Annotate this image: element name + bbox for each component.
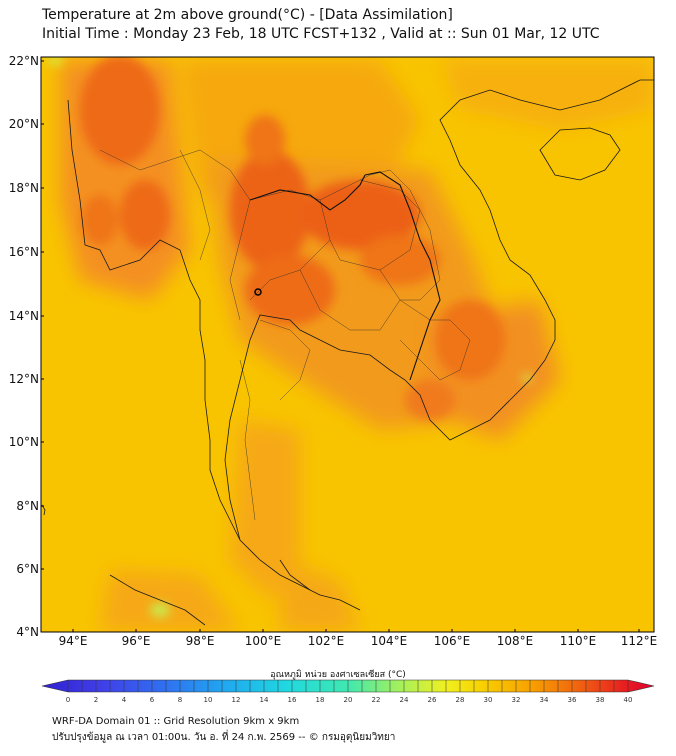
colorbar: 0 2 4 6 8 10 12 14 16 18 20 22 24 26 28 30 32 34 36 38 40 <box>41 679 655 704</box>
map-subtitle: Initial Time : Monday 23 Feb, 18 UTC FCS… <box>42 26 600 42</box>
temperature-field <box>41 57 654 632</box>
lon-label: 98°E <box>186 634 215 648</box>
colorbar-tick-label: 40 <box>624 696 633 704</box>
lon-label: 112°E <box>621 634 658 648</box>
national-borders <box>249 171 441 381</box>
lat-label: 10°N <box>9 435 39 449</box>
lat-label: 18°N <box>9 181 39 195</box>
colorbar-tick-label: 8 <box>178 696 182 704</box>
bangkok-marker <box>254 288 262 296</box>
colorbar-tick-label: 34 <box>540 696 549 704</box>
lon-label: 102°E <box>308 634 345 648</box>
colorbar-tick-label: 38 <box>596 696 605 704</box>
lat-label: 20°N <box>9 117 39 131</box>
lon-label: 104°E <box>371 634 408 648</box>
lon-label: 94°E <box>59 634 88 648</box>
lon-label: 108°E <box>497 634 534 648</box>
colorbar-tick-label: 28 <box>456 696 465 704</box>
lat-label: 4°N <box>16 625 39 639</box>
colorbar-tick-label: 36 <box>568 696 577 704</box>
lat-label: 6°N <box>16 562 39 576</box>
colorbar-tick-label: 18 <box>316 696 325 704</box>
colorbar-tick-label: 26 <box>428 696 437 704</box>
coastlines <box>41 79 654 626</box>
footer-line-2: ปรับปรุงข้อมูล ณ เวลา 01:00น. วัน อ. ที่… <box>52 732 396 743</box>
colorbar-tick-label: 24 <box>400 696 409 704</box>
map-title: Temperature at 2m above ground(°C) - [Da… <box>42 7 453 23</box>
colorbar-tick-label: 10 <box>204 696 213 704</box>
lon-axis: 94°E 96°E 98°E 100°E 102°E 104°E 106°E 1… <box>59 634 658 648</box>
colorbar-tick-label: 20 <box>344 696 353 704</box>
map-frame <box>40 56 655 633</box>
colorbar-tick-label: 32 <box>512 696 521 704</box>
lat-axis: 22°N 20°N 18°N 16°N 14°N 12°N 10°N 8°N 6… <box>9 54 39 639</box>
lon-ticks <box>72 629 640 632</box>
colorbar-tick-label: 0 <box>66 696 70 704</box>
footer-line-1: WRF-DA Domain 01 :: Grid Resolution 9km … <box>52 716 300 727</box>
colorbar-tick-label: 4 <box>122 696 127 704</box>
lat-label: 16°N <box>9 245 39 259</box>
colorbar-tick-label: 16 <box>288 696 297 704</box>
colorbar-tick-label: 12 <box>232 696 241 704</box>
lat-label: 8°N <box>16 499 39 513</box>
colorbar-title: อุณหภูมิ หน่วย องศาเซลเซียส (°C) <box>270 670 406 680</box>
lon-label: 96°E <box>122 634 151 648</box>
colorbar-tick-label: 22 <box>372 696 381 704</box>
lat-label: 14°N <box>9 309 39 323</box>
colorbar-tick-label: 30 <box>484 696 493 704</box>
colorbar-tick-label: 14 <box>260 696 269 704</box>
colorbar-tick-label: 2 <box>94 696 98 704</box>
lon-label: 100°E <box>245 634 282 648</box>
lat-label: 12°N <box>9 372 39 386</box>
lat-ticks <box>41 60 44 570</box>
lat-label: 22°N <box>9 54 39 68</box>
colorbar-tick-label: 6 <box>150 696 155 704</box>
lon-label: 106°E <box>434 634 471 648</box>
lon-label: 110°E <box>560 634 597 648</box>
province-borders <box>99 149 471 521</box>
